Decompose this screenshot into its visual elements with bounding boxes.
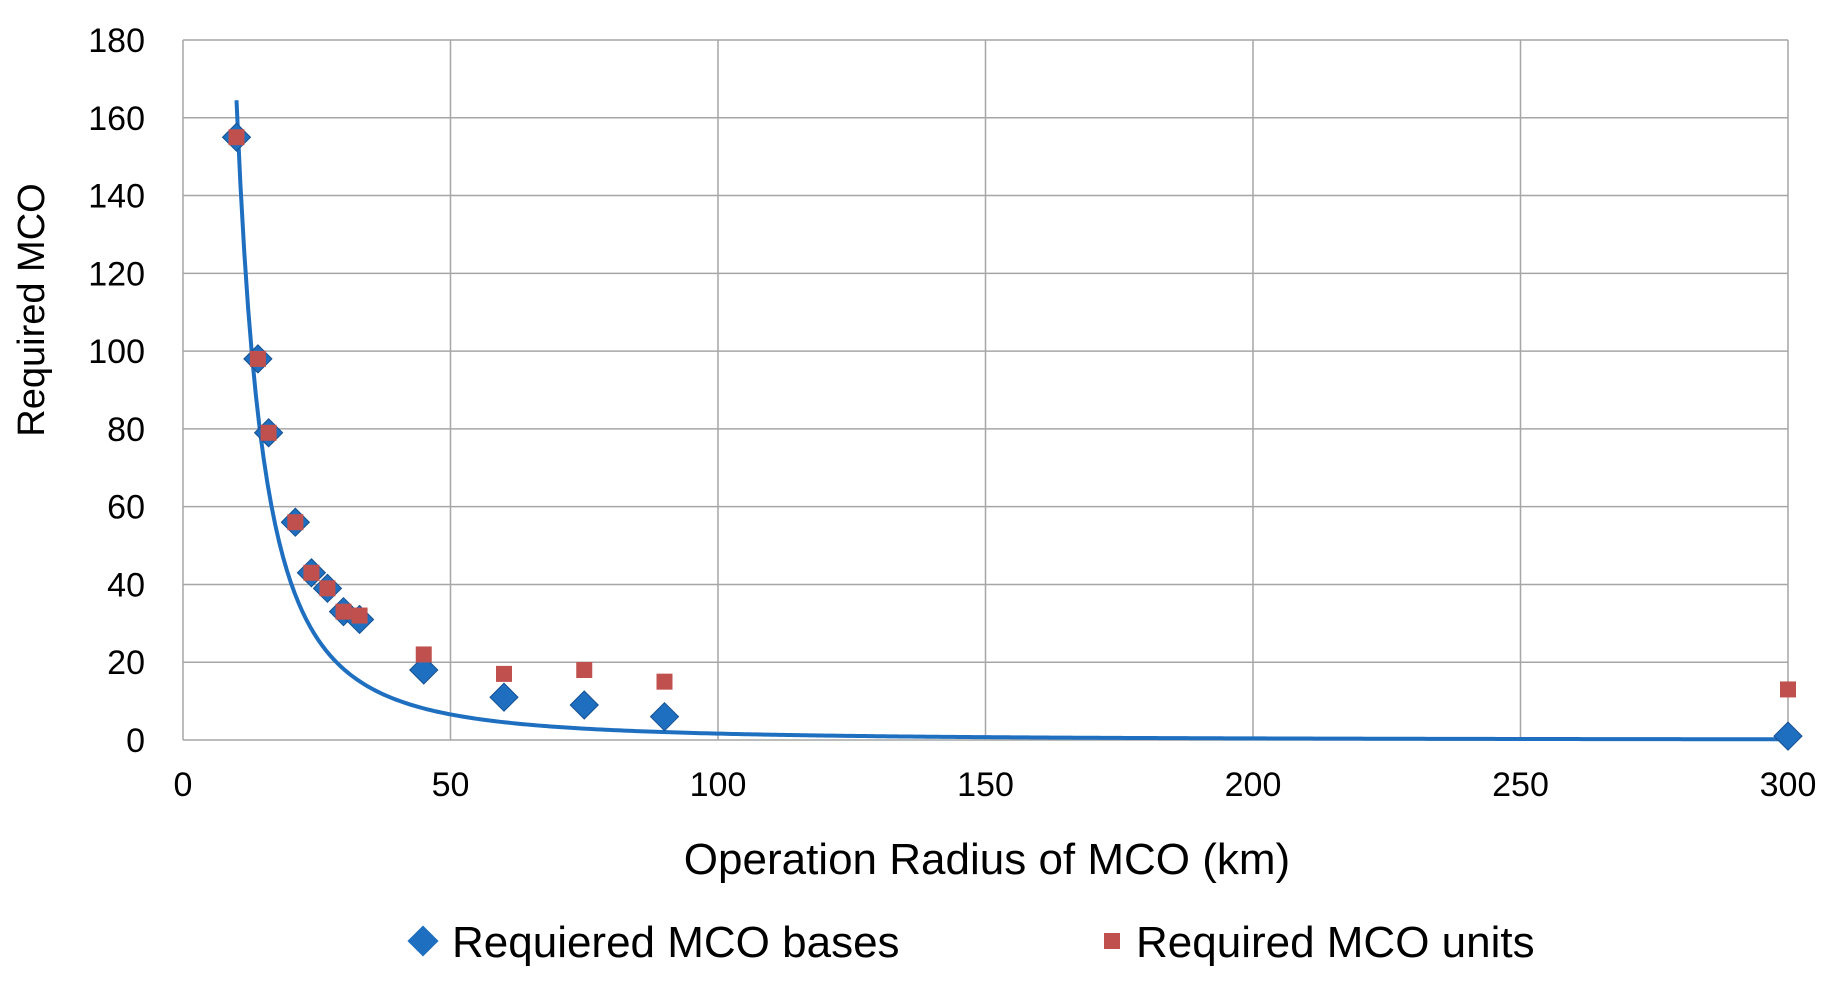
data-point-base bbox=[569, 690, 599, 720]
legend-label-units: Required MCO units bbox=[1136, 918, 1535, 967]
data-point-unit bbox=[249, 350, 266, 367]
gridlines bbox=[182, 39, 1789, 741]
x-tick-label: 0 bbox=[174, 766, 193, 804]
data-point-base bbox=[1773, 721, 1803, 751]
data-point-unit bbox=[576, 662, 593, 678]
data-point-unit bbox=[228, 129, 245, 146]
x-tick-label: 300 bbox=[1760, 766, 1817, 804]
data-point-base bbox=[649, 701, 680, 732]
data-points bbox=[221, 122, 1803, 751]
tick-labels: 0 20 40 60 80 100 120 140 160 180 0 50 100 150 200 250 3… bbox=[88, 22, 1816, 804]
data-point-unit bbox=[351, 607, 368, 624]
data-point-unit bbox=[335, 603, 352, 620]
x-tick-label: 150 bbox=[957, 766, 1014, 804]
data-point-unit bbox=[1780, 681, 1796, 698]
x-axis-label: Operation Radius of MCO (km) bbox=[684, 835, 1290, 884]
legend-label-bases: Requiered MCO bases bbox=[452, 918, 900, 967]
y-tick-label: 20 bbox=[107, 644, 145, 682]
data-point-unit bbox=[656, 673, 673, 690]
data-point-unit bbox=[260, 424, 277, 441]
y-tick-label: 120 bbox=[88, 255, 145, 293]
y-tick-label: 80 bbox=[107, 411, 145, 449]
data-point-unit bbox=[496, 665, 512, 682]
x-tick-label: 100 bbox=[690, 766, 747, 804]
y-tick-label: 60 bbox=[107, 489, 145, 527]
data-point-unit bbox=[287, 514, 304, 531]
legend-diamond-marker bbox=[407, 925, 439, 957]
legend-square-marker bbox=[1104, 933, 1120, 949]
y-tick-label: 100 bbox=[88, 333, 145, 371]
y-tick-label: 180 bbox=[88, 22, 145, 60]
y-tick-label: 0 bbox=[126, 722, 145, 760]
data-point-base bbox=[489, 682, 519, 712]
legend: Requiered MCO bases Required MCO units bbox=[407, 918, 1535, 967]
y-axis-label: Required MCO bbox=[11, 183, 53, 436]
trendline bbox=[234, 100, 1788, 742]
x-tick-label: 50 bbox=[432, 766, 470, 804]
data-point-unit bbox=[303, 564, 320, 581]
y-tick-label: 40 bbox=[107, 566, 145, 604]
y-tick-label: 140 bbox=[88, 178, 145, 216]
data-point-base bbox=[409, 655, 439, 685]
x-tick-label: 250 bbox=[1492, 766, 1549, 804]
x-tick-label: 200 bbox=[1225, 766, 1282, 804]
data-point-unit bbox=[319, 580, 336, 597]
data-point-unit bbox=[415, 646, 432, 663]
trendline-group bbox=[234, 100, 1788, 742]
y-tick-label: 160 bbox=[88, 100, 145, 138]
